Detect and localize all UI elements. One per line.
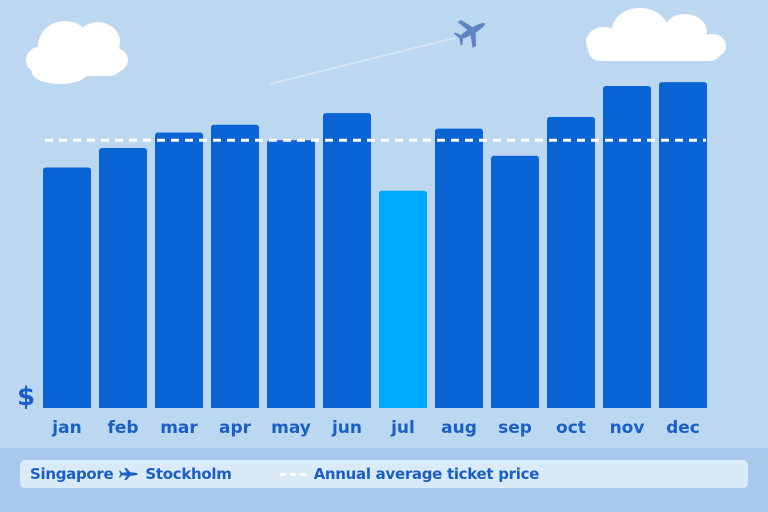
bar-dec <box>659 82 707 408</box>
legend-average-label: Annual average ticket price <box>313 465 540 483</box>
bar-feb <box>99 148 147 409</box>
tick-label-nov: nov <box>610 418 645 438</box>
bar-jan <box>43 167 91 408</box>
tick-label-jan: jan <box>51 418 81 438</box>
tick-label-apr: apr <box>219 418 252 438</box>
bar-sep <box>491 155 539 408</box>
x-tick-labels: jan feb mar apr may jun jul aug sep oct nov dec <box>51 418 700 438</box>
legend-origin: Singapore <box>30 465 114 483</box>
bar-nov <box>603 85 651 409</box>
bar-jul <box>379 190 427 408</box>
bar-apr <box>211 124 259 408</box>
tick-label-may: may <box>271 418 311 438</box>
tick-label-dec: dec <box>666 418 700 438</box>
legend-route: Singapore Stockholm <box>30 465 232 483</box>
tick-label-oct: oct <box>556 418 586 438</box>
bar-aug <box>435 128 483 408</box>
airplane-icon <box>453 20 486 48</box>
tick-label-jun: jun <box>331 418 362 438</box>
bar-jun <box>323 113 371 409</box>
sky-decorations <box>26 8 726 85</box>
tick-label-jul: jul <box>390 418 415 438</box>
tick-label-sep: sep <box>498 418 532 438</box>
airplane-icon <box>119 466 139 482</box>
bar-oct <box>547 117 595 408</box>
dashed-line-swatch <box>279 472 306 476</box>
bar-mar <box>155 132 203 408</box>
y-axis-label: $ <box>17 382 35 412</box>
legend-destination: Stockholm <box>145 465 232 483</box>
bar-series <box>43 82 707 409</box>
legend: Singapore Stockholm Annual average ticke… <box>20 460 748 488</box>
contrail <box>269 37 456 85</box>
bar-chart: jan feb mar apr may jun jul aug sep oct nov dec $ <box>17 8 726 438</box>
tick-label-aug: aug <box>441 418 477 438</box>
cloud-icon <box>586 8 726 61</box>
legend-average: Annual average ticket price <box>279 465 540 483</box>
tick-label-feb: feb <box>107 418 138 438</box>
tick-label-mar: mar <box>160 418 198 438</box>
cloud-icon <box>26 21 128 84</box>
bar-may <box>267 140 315 408</box>
